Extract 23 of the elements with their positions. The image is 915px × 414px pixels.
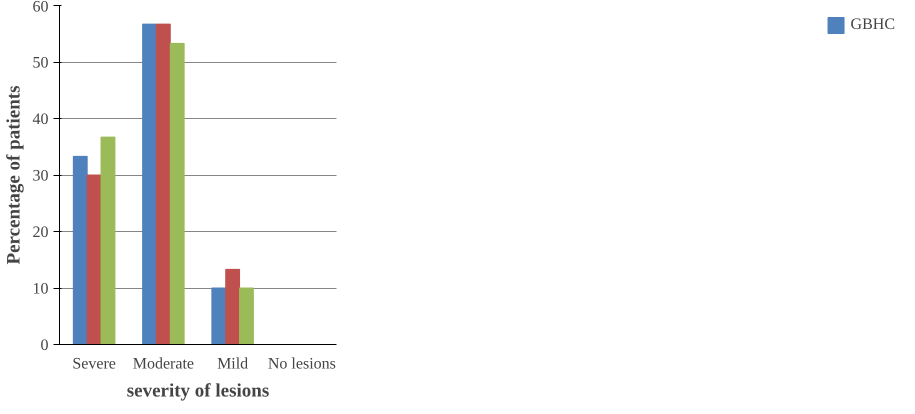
x-tick-label: Moderate (132, 356, 194, 372)
x-tick-label: Mild (217, 356, 248, 372)
x-tick-label: No lesions (268, 356, 336, 372)
bar (211, 288, 226, 344)
y-tick-label: 20 (32, 224, 48, 241)
y-tick-label: 40 (32, 111, 48, 128)
y-axis-title: Percentage of patients (4, 85, 24, 265)
y-tick-label: 10 (32, 280, 48, 298)
bar (225, 268, 240, 344)
bar (72, 156, 88, 344)
y-tick-label: 50 (32, 54, 48, 72)
bar (100, 136, 116, 344)
y-tick-label: 60 (32, 0, 48, 16)
y-tick-label: 0 (40, 337, 48, 354)
y-tick-label: 30 (32, 168, 48, 184)
bar (142, 24, 157, 344)
bar (156, 24, 171, 344)
bar (86, 174, 102, 344)
x-axis-title: severity of lesions (126, 380, 270, 402)
x-tick-label: Severe (72, 356, 116, 372)
bar (170, 42, 185, 344)
legend-label: GBHC (850, 16, 895, 34)
bar (239, 288, 254, 344)
